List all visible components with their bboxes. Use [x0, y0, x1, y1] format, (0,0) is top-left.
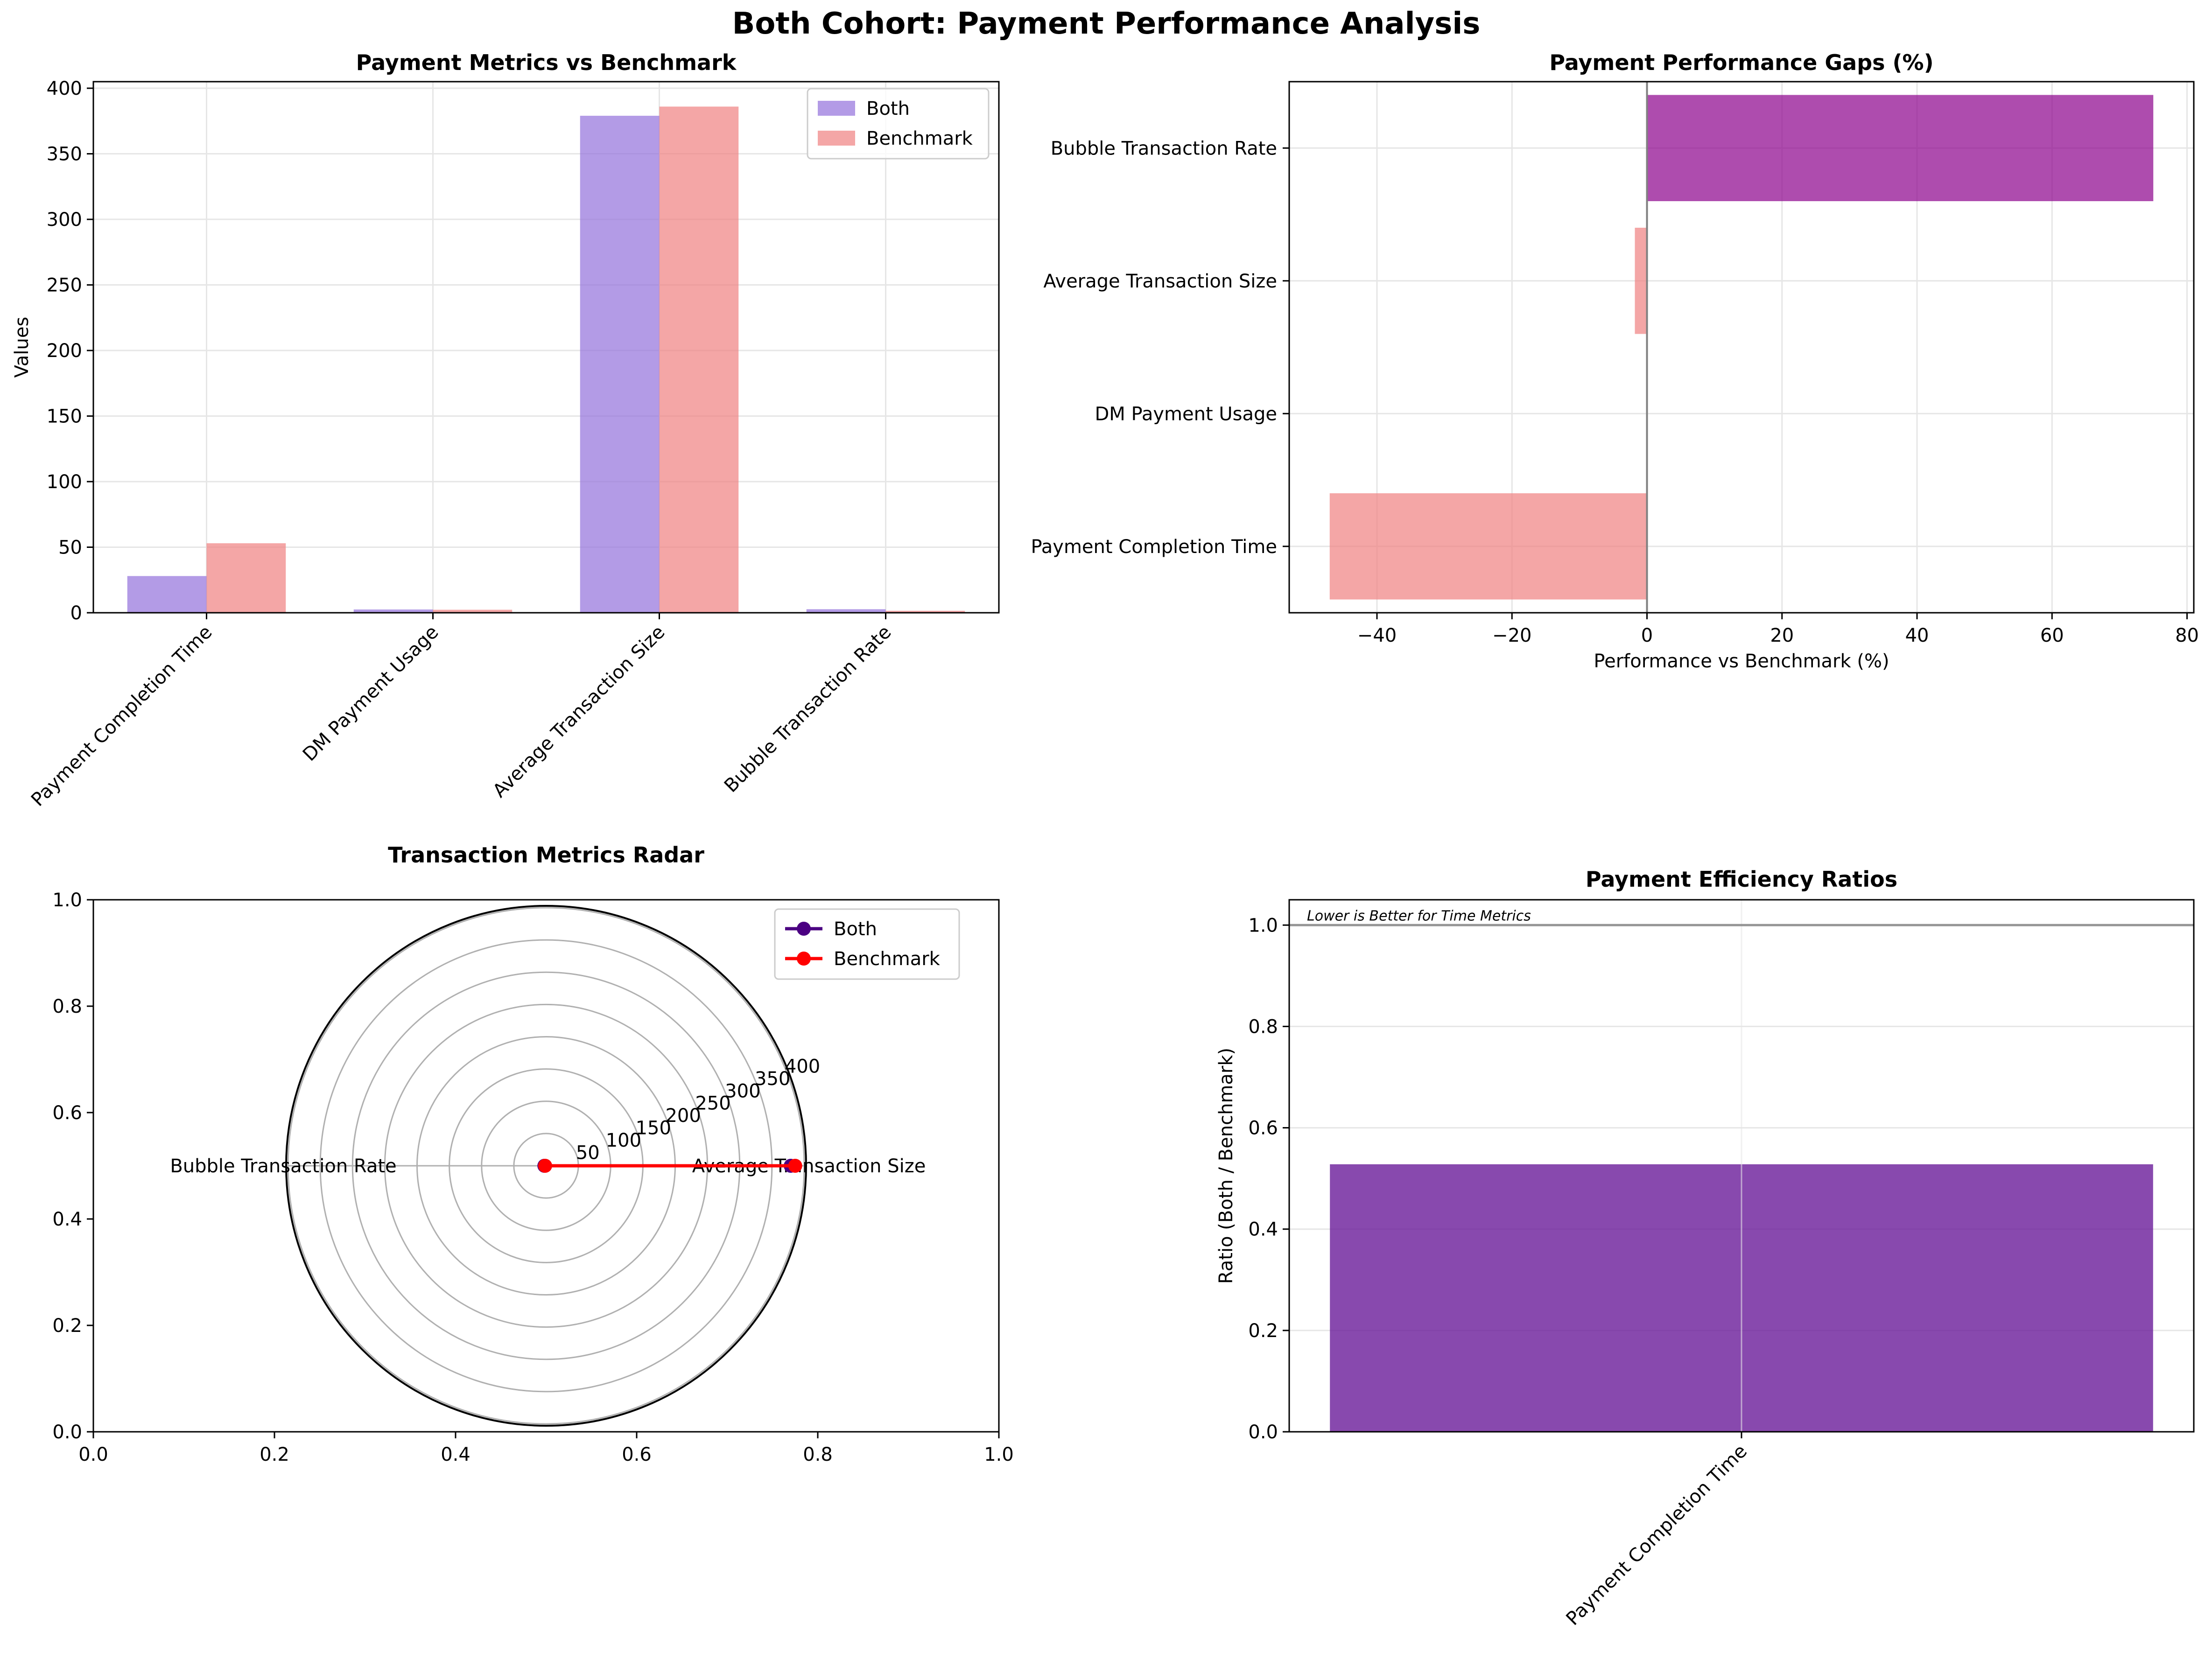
y-tick-label: 0.2: [52, 1315, 82, 1337]
legend-box: [774, 908, 960, 980]
radial-tick-label: 300: [725, 1080, 760, 1102]
bar-benchmark-bubble-transaction-rate: [885, 610, 965, 613]
radial-tick-label: 150: [636, 1118, 671, 1139]
y-axis-label: Ratio (Both / Benchmark): [1215, 1048, 1237, 1284]
y-tick-label: 0.6: [1248, 1118, 1278, 1139]
bar-both-dm-payment-usage: [353, 609, 433, 613]
y-tick-label: 250: [47, 275, 82, 296]
y-tick-label: 400: [47, 78, 82, 99]
x-tick-label: 1.0: [984, 1444, 1014, 1465]
legend-label-benchmark: Benchmark: [866, 128, 973, 149]
y-axis-label: Values: [11, 317, 33, 378]
x-tick-label: 0.8: [803, 1444, 833, 1465]
radial-tick-label: 350: [755, 1068, 790, 1090]
y-tick-label: 200: [47, 340, 82, 362]
y-tick-label: 350: [47, 144, 82, 165]
x-tick-label: −40: [1357, 625, 1397, 646]
x-tick-label: 0.4: [441, 1444, 470, 1465]
radial-tick-label: 50: [576, 1142, 600, 1164]
x-tick-label: 0.2: [260, 1444, 289, 1465]
performance-gaps-chart: −40 −20 0 20 40 60 80 Payment Completion Time DM…: [1031, 50, 2199, 672]
annotation-text: Lower is Better for Time Metrics: [1307, 908, 1531, 924]
x-tick-label: 0: [1641, 625, 1653, 646]
y-tick-label: 0.4: [52, 1209, 82, 1230]
gap-bar-bubble-transaction-rate: [1647, 95, 2154, 202]
bar-benchmark-average-transaction-size: [659, 106, 739, 613]
legend-marker-both: [797, 922, 811, 936]
y-tick-label: 0.8: [1248, 1016, 1278, 1037]
legend-marker-benchmark: [797, 952, 811, 966]
bar-benchmark-payment-completion-time: [206, 543, 286, 613]
x-axis-label: Performance vs Benchmark (%): [1594, 651, 1889, 672]
axes-frame: [1288, 81, 2195, 614]
gap-bar-payment-completion-time: [1329, 493, 1647, 600]
x-tick-label: 0.0: [78, 1444, 108, 1465]
radial-tick-label: 200: [665, 1105, 701, 1127]
y-tick-label: Average Transaction Size: [1043, 271, 1277, 292]
bar-benchmark-dm-payment-usage: [433, 609, 513, 613]
legend-label-both: Both: [866, 98, 910, 119]
y-tick-label: 150: [47, 406, 82, 427]
y-tick-label: 300: [47, 209, 82, 231]
y-tick-label: 0.6: [52, 1102, 82, 1124]
chart-title: Payment Metrics vs Benchmark: [356, 50, 737, 75]
y-tick-label: 50: [58, 537, 82, 559]
x-tick-label: 0.6: [622, 1444, 652, 1465]
x-tick-label: 80: [2175, 625, 2199, 646]
legend-swatch-both: [818, 101, 855, 116]
y-tick-label: DM Payment Usage: [1095, 403, 1278, 425]
radial-tick-label: 400: [785, 1056, 820, 1077]
chart-title: Payment Efficiency Ratios: [1586, 867, 1897, 892]
x-tick-label: 40: [1905, 625, 1929, 646]
radar-point-benchmark-average-transaction-size: [788, 1159, 802, 1173]
legend-label-both: Both: [834, 918, 877, 940]
polar-frame: [285, 905, 807, 1427]
y-tick-label: 0.2: [1248, 1320, 1278, 1342]
gap-bar-average-transaction-size: [1635, 227, 1647, 334]
x-tick-label: −20: [1492, 625, 1531, 646]
legend-label-benchmark: Benchmark: [834, 948, 941, 970]
bar-both-bubble-transaction-rate: [806, 609, 886, 613]
radar-point-benchmark-bubble-transaction-rate: [538, 1159, 552, 1173]
radial-tick-label: 100: [606, 1130, 641, 1151]
y-tick-label: 100: [47, 471, 82, 493]
chart-title: Payment Performance Gaps (%): [1549, 50, 1933, 75]
bar-both-average-transaction-size: [580, 116, 660, 613]
y-tick-label: 0.4: [1248, 1219, 1278, 1240]
y-tick-label: 0.0: [1248, 1422, 1278, 1443]
y-tick-label: Bubble Transaction Rate: [1051, 138, 1277, 159]
y-tick-label: 1.0: [1248, 915, 1278, 936]
transaction-radar-chart: 0.0 0.2 0.4 0.6 0.8 1.0 0.0 0.2 0.4 0.6 0.8 1.0 50 10…: [52, 842, 1013, 1465]
chart-title: Transaction Metrics Radar: [388, 842, 704, 868]
bar-both-payment-completion-time: [127, 576, 207, 613]
y-tick-label: 0.8: [52, 996, 82, 1017]
y-tick-label: Payment Completion Time: [1031, 536, 1277, 558]
axis-label-bubble-transaction-rate: Bubble Transaction Rate: [170, 1156, 396, 1177]
axes-frame: [92, 899, 1000, 1433]
y-tick-label: 0.0: [52, 1422, 82, 1443]
y-tick-label: 0: [70, 602, 82, 624]
x-tick-label: 20: [1770, 625, 1794, 646]
x-tick-label: 60: [2040, 625, 2064, 646]
figure-title: Both Cohort: Payment Performance Analysi…: [732, 7, 1481, 41]
legend-swatch-benchmark: [818, 131, 855, 146]
radial-tick-label: 250: [695, 1093, 730, 1114]
axes-frame: [92, 81, 1000, 614]
y-tick-label: 1.0: [52, 890, 82, 911]
